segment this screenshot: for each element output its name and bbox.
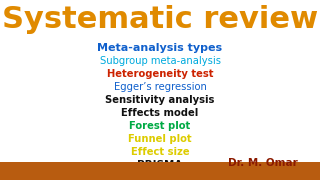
Text: Forest plot: Forest plot [129, 121, 191, 131]
Text: Dr. M. Omar: Dr. M. Omar [228, 158, 297, 168]
Text: Sensitivity analysis: Sensitivity analysis [105, 95, 215, 105]
Text: Egger’s regression: Egger’s regression [114, 82, 206, 92]
Text: Heterogeneity test: Heterogeneity test [107, 69, 213, 79]
Text: Funnel plot: Funnel plot [128, 134, 192, 144]
Bar [0, 162, 320, 180]
Text: Effects model: Effects model [121, 108, 199, 118]
Text: Subgroup meta-analysis: Subgroup meta-analysis [100, 56, 220, 66]
Text: PRISMA: PRISMA [137, 160, 183, 170]
Text: Meta-analysis types: Meta-analysis types [97, 43, 223, 53]
Text: Systematic review: Systematic review [2, 5, 318, 34]
Text: Effect size: Effect size [131, 147, 189, 157]
